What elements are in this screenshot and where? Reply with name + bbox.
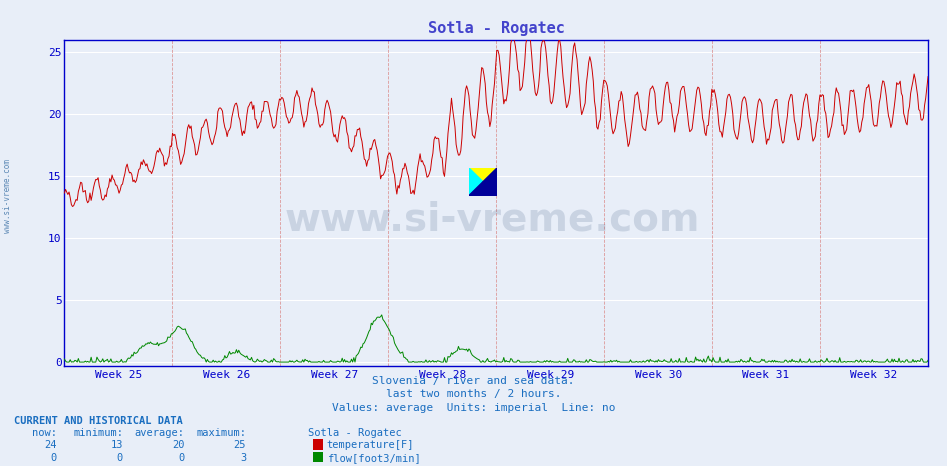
Text: CURRENT AND HISTORICAL DATA: CURRENT AND HISTORICAL DATA xyxy=(14,416,183,426)
Text: temperature[F]: temperature[F] xyxy=(327,440,414,450)
Text: 0: 0 xyxy=(50,453,57,463)
Text: 3: 3 xyxy=(240,453,246,463)
Text: 0: 0 xyxy=(178,453,185,463)
Text: www.si-vreme.com: www.si-vreme.com xyxy=(285,200,700,238)
Text: 13: 13 xyxy=(111,440,123,450)
Text: minimum:: minimum: xyxy=(73,428,123,438)
Text: last two months / 2 hours.: last two months / 2 hours. xyxy=(385,390,562,399)
Text: 24: 24 xyxy=(45,440,57,450)
Polygon shape xyxy=(483,168,497,196)
Polygon shape xyxy=(469,182,497,196)
Text: 20: 20 xyxy=(172,440,185,450)
Text: Slovenia / river and sea data.: Slovenia / river and sea data. xyxy=(372,377,575,386)
Polygon shape xyxy=(469,168,483,196)
Text: Values: average  Units: imperial  Line: no: Values: average Units: imperial Line: no xyxy=(331,403,616,412)
Title: Sotla - Rogatec: Sotla - Rogatec xyxy=(428,21,564,36)
Text: flow[foot3/min]: flow[foot3/min] xyxy=(327,453,420,463)
Text: 25: 25 xyxy=(234,440,246,450)
Text: www.si-vreme.com: www.si-vreme.com xyxy=(3,159,12,233)
Text: now:: now: xyxy=(32,428,57,438)
Text: average:: average: xyxy=(134,428,185,438)
Text: maximum:: maximum: xyxy=(196,428,246,438)
Text: Sotla - Rogatec: Sotla - Rogatec xyxy=(308,428,402,438)
Text: 0: 0 xyxy=(116,453,123,463)
Polygon shape xyxy=(469,168,497,182)
